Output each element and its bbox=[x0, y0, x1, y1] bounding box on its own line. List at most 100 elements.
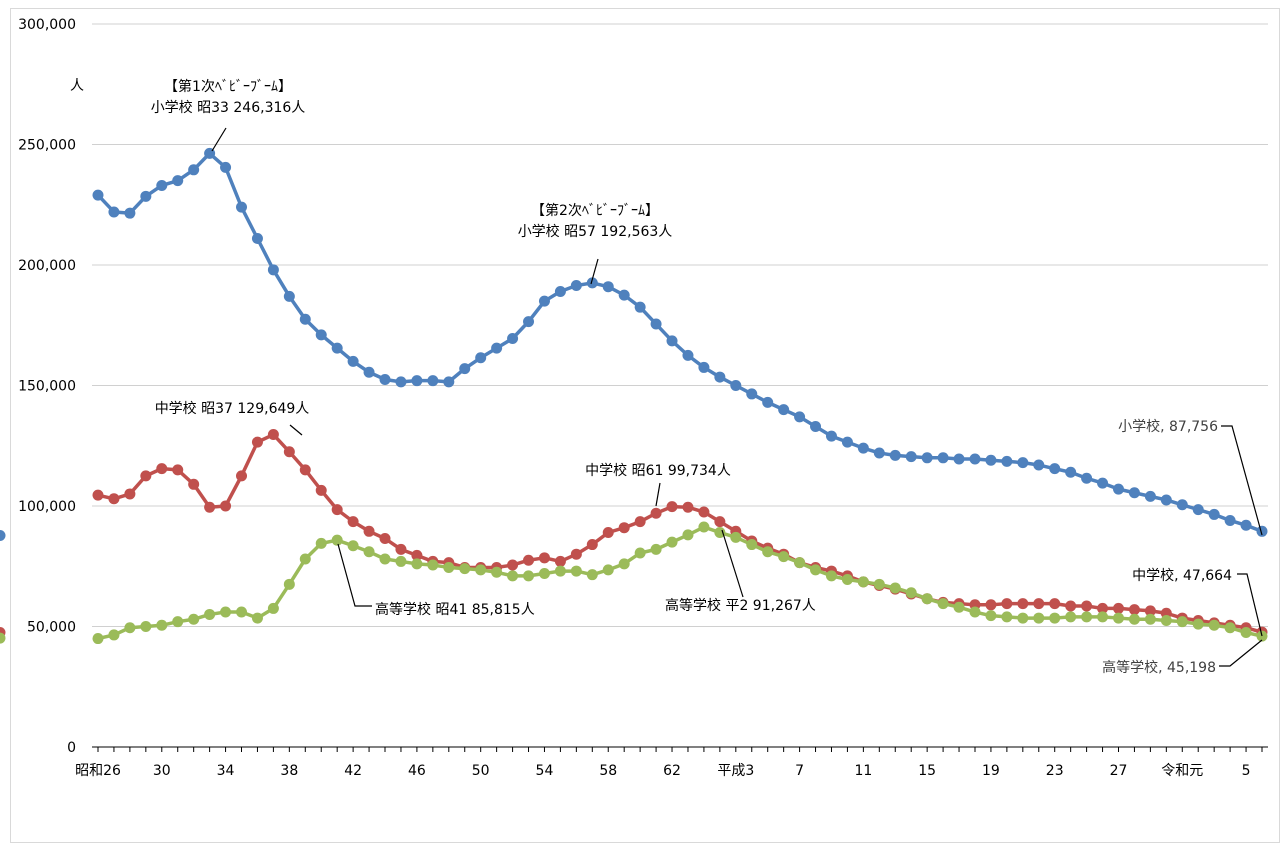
data-point bbox=[299, 553, 311, 565]
annotations: 【第1次ﾍﾞﾋﾞｰﾌﾞｰﾑ】小学校 昭33 246,316人【第2次ﾍﾞﾋﾞｰﾌ… bbox=[151, 78, 1263, 676]
data-point bbox=[794, 557, 806, 569]
annotation-label: 中学校 昭37 129,649人 bbox=[155, 400, 310, 417]
x-tick-label: 15 bbox=[918, 763, 936, 779]
annotation-title: 【第1次ﾍﾞﾋﾞｰﾌﾞｰﾑ】 bbox=[164, 78, 292, 95]
data-point bbox=[108, 206, 120, 218]
x-tick-label: 令和元 bbox=[1161, 763, 1203, 779]
data-point bbox=[188, 613, 200, 625]
x-tick-label: 7 bbox=[795, 763, 804, 779]
x-tick-label: 46 bbox=[408, 763, 426, 779]
data-point bbox=[602, 564, 614, 576]
data-point bbox=[1144, 605, 1156, 617]
data-point bbox=[459, 363, 471, 375]
data-point bbox=[746, 539, 758, 551]
data-point bbox=[730, 380, 742, 391]
data-point bbox=[1081, 472, 1093, 484]
data-point bbox=[650, 543, 662, 555]
data-point bbox=[825, 570, 837, 582]
data-point bbox=[347, 355, 359, 367]
data-point bbox=[363, 546, 375, 558]
data-point bbox=[889, 582, 901, 594]
data-point bbox=[108, 629, 120, 641]
data-point bbox=[554, 286, 566, 298]
leader-line bbox=[1237, 573, 1263, 637]
leader-line bbox=[289, 424, 303, 436]
data-point bbox=[634, 516, 646, 528]
data-point bbox=[299, 313, 311, 325]
data-point bbox=[331, 534, 343, 546]
data-point bbox=[220, 500, 232, 512]
data-point bbox=[172, 464, 184, 476]
annotation-label: 小学校 昭33 246,316人 bbox=[151, 99, 306, 116]
data-point bbox=[379, 553, 391, 565]
data-point bbox=[124, 207, 136, 219]
data-point bbox=[251, 436, 263, 448]
data-point bbox=[841, 436, 853, 448]
data-point bbox=[523, 316, 535, 328]
data-point bbox=[251, 612, 263, 624]
data-point bbox=[1208, 508, 1220, 520]
data-point bbox=[156, 619, 168, 631]
data-point bbox=[1224, 514, 1236, 526]
data-point bbox=[331, 504, 343, 516]
data-point bbox=[1256, 525, 1268, 537]
x-tick-label: 27 bbox=[1110, 763, 1128, 779]
data-point bbox=[586, 277, 598, 289]
leader-line bbox=[655, 482, 661, 507]
data-point bbox=[283, 578, 295, 590]
data-point bbox=[682, 501, 694, 513]
data-point bbox=[140, 470, 152, 482]
data-point bbox=[331, 342, 343, 354]
leader-line bbox=[721, 529, 744, 598]
data-point bbox=[507, 559, 519, 571]
data-point bbox=[411, 558, 423, 570]
annotation-label: 高等学校 昭41 85,815人 bbox=[375, 601, 535, 618]
data-point bbox=[841, 574, 853, 586]
data-point bbox=[443, 561, 455, 573]
data-point bbox=[714, 527, 726, 539]
data-point bbox=[1001, 611, 1013, 623]
data-point bbox=[156, 463, 168, 475]
data-point bbox=[825, 430, 837, 442]
data-point bbox=[1033, 612, 1045, 624]
y-tick-label: 100,000 bbox=[18, 499, 76, 515]
data-point bbox=[283, 446, 295, 458]
x-tick-label: 34 bbox=[217, 763, 235, 779]
data-point bbox=[1144, 613, 1156, 625]
data-point bbox=[666, 501, 678, 513]
data-point bbox=[1128, 604, 1140, 616]
data-point bbox=[1033, 598, 1045, 610]
data-point bbox=[1128, 613, 1140, 625]
data-point bbox=[602, 527, 614, 539]
data-point bbox=[236, 470, 248, 482]
data-point bbox=[475, 352, 487, 364]
data-point bbox=[889, 449, 901, 461]
leader-line bbox=[337, 543, 372, 607]
data-point bbox=[1176, 616, 1188, 628]
data-point bbox=[299, 464, 311, 476]
data-point bbox=[905, 451, 917, 463]
data-point bbox=[0, 632, 6, 644]
x-tick-label: 19 bbox=[982, 763, 1000, 779]
y-axis-label: 人 bbox=[70, 78, 84, 94]
annotation-label: 中学校 昭61 99,734人 bbox=[585, 462, 731, 479]
x-tick-label: 50 bbox=[472, 763, 490, 779]
data-point bbox=[778, 404, 790, 416]
data-point bbox=[570, 565, 582, 577]
leader-line bbox=[1221, 425, 1263, 536]
data-point bbox=[379, 533, 391, 545]
data-point bbox=[1081, 600, 1093, 612]
data-point bbox=[427, 559, 439, 571]
data-point bbox=[395, 555, 407, 567]
data-point bbox=[810, 420, 822, 432]
end-label: 小学校, 87,756 bbox=[1118, 418, 1218, 435]
data-point bbox=[538, 567, 550, 579]
data-point bbox=[267, 429, 279, 441]
data-point bbox=[1001, 598, 1013, 610]
data-point bbox=[379, 373, 391, 385]
data-point bbox=[315, 537, 327, 549]
annotation-label: 小学校 昭57 192,563人 bbox=[518, 223, 673, 240]
data-point bbox=[236, 201, 248, 213]
data-point bbox=[220, 606, 232, 618]
data-point bbox=[1017, 612, 1029, 624]
